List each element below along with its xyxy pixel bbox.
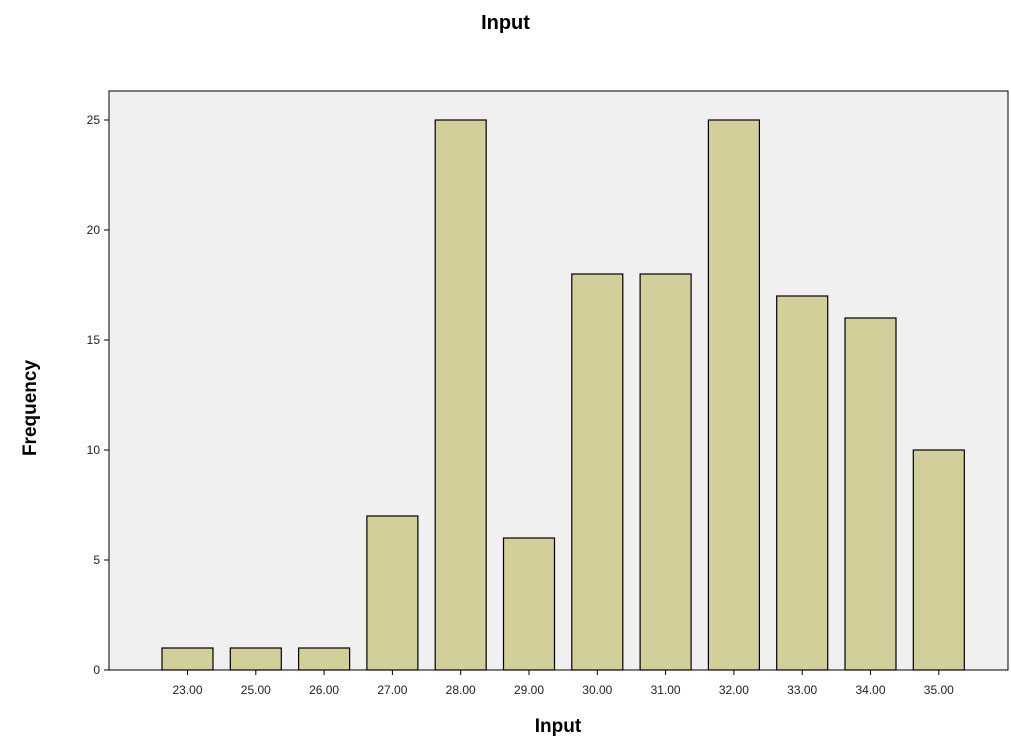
y-tick-label: 5: [93, 553, 100, 567]
x-tick-label: 34.00: [855, 683, 885, 697]
y-tick-label: 25: [87, 113, 101, 127]
bar-26.00: [298, 647, 351, 671]
x-tick-label: 23.00: [172, 683, 202, 697]
bar-31.00: [639, 273, 692, 671]
bar-29.00: [502, 537, 556, 671]
x-tick-label: 29.00: [514, 683, 544, 697]
x-axis-title: Input: [535, 716, 582, 737]
bar-23.00: [161, 647, 214, 671]
bar-35.00: [912, 449, 965, 671]
x-tick-label: 25.00: [241, 683, 271, 697]
x-axis: 23.00 25.00 26.00 27.00 28.00 29.00 30.00 31.00…: [172, 670, 954, 697]
x-tick-label: 27.00: [377, 683, 407, 697]
x-tick-label: 30.00: [582, 683, 612, 697]
bar-32.00: [707, 119, 761, 671]
bar-34.00: [844, 317, 897, 671]
bar-30.00: [571, 273, 624, 671]
bar-28.00: [434, 119, 487, 671]
y-tick-label: 20: [87, 223, 101, 237]
bar-33.00: [776, 295, 829, 671]
bar-27.00: [366, 515, 419, 671]
y-tick-label: 10: [87, 443, 101, 457]
y-axis: 0 5 10 15 20 25: [87, 113, 109, 677]
y-tick-label: 0: [93, 663, 100, 677]
y-axis-title: Frequency: [20, 360, 41, 457]
chart-title: Input: [481, 12, 530, 34]
x-tick-label: 35.00: [924, 683, 954, 697]
bar-25.00: [229, 647, 282, 671]
x-tick-label: 26.00: [309, 683, 339, 697]
x-tick-label: 32.00: [719, 683, 749, 697]
x-tick-label: 31.00: [651, 683, 681, 697]
y-tick-label: 15: [87, 333, 101, 347]
bars: [161, 119, 965, 671]
x-tick-label: 33.00: [787, 683, 817, 697]
x-tick-label: 28.00: [446, 683, 476, 697]
